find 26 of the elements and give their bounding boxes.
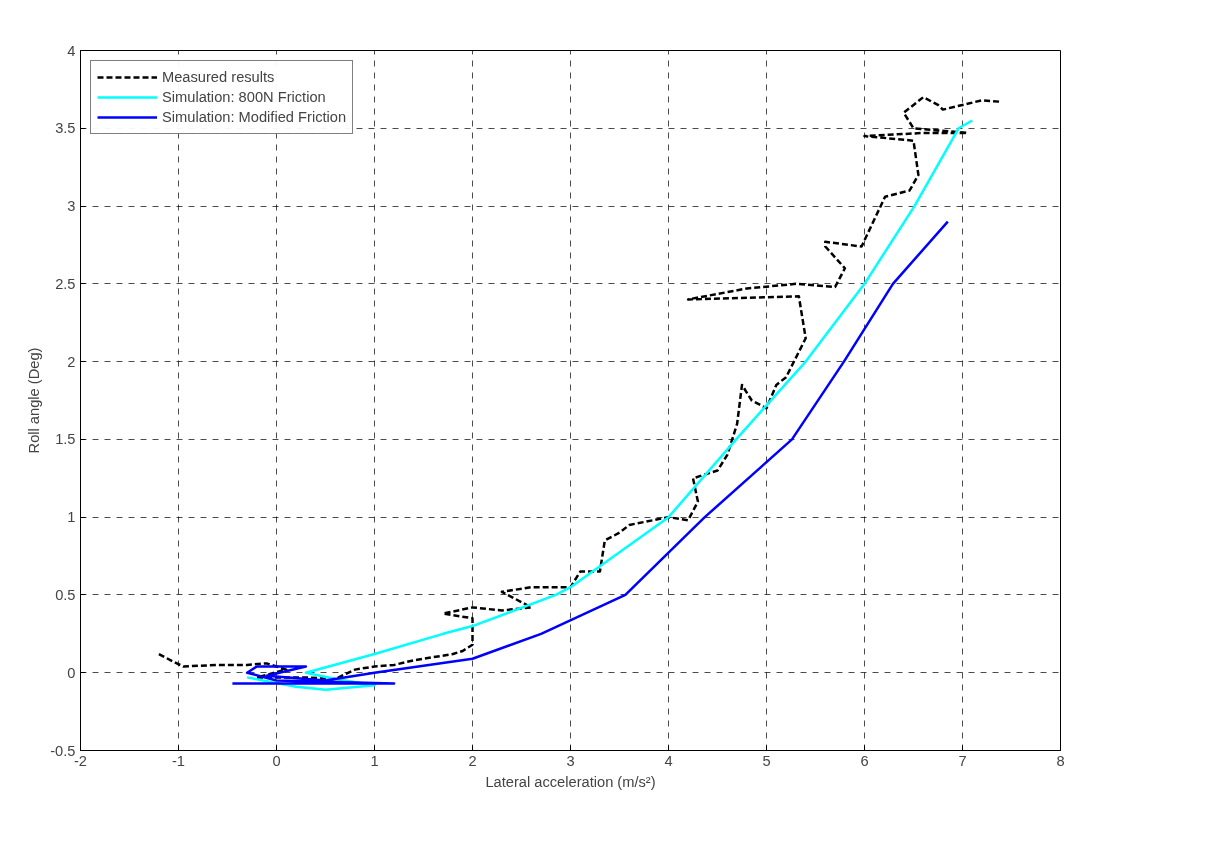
y-axis-title: Roll angle (Deg) xyxy=(26,347,43,454)
x-tick-label: 5 xyxy=(762,752,771,769)
x-tick-label: 7 xyxy=(958,752,967,769)
y-tick-label: -0.5 xyxy=(50,742,76,759)
x-tick-label: 8 xyxy=(1056,752,1065,769)
x-tick-label: 2 xyxy=(468,752,477,769)
y-tick-label: 3 xyxy=(67,198,76,215)
y-tick-label: 2 xyxy=(67,353,76,370)
y-tick-label: 0 xyxy=(67,664,76,681)
y-tick-label: 0.5 xyxy=(55,586,76,603)
y-tick-label: 3.5 xyxy=(55,120,76,137)
legend-label: Simulation: Modified Friction xyxy=(162,109,347,125)
x-tick-label: 0 xyxy=(272,752,281,769)
x-tick-label: 4 xyxy=(664,752,673,769)
x-tick-label: 1 xyxy=(370,752,379,769)
y-tick-label: 1 xyxy=(67,509,76,526)
line-series xyxy=(231,220,950,685)
x-tick-label: 3 xyxy=(566,752,575,769)
y-tick-label: 4 xyxy=(67,42,76,59)
x-tick-label: 6 xyxy=(860,752,869,769)
legend-label: Measured results xyxy=(162,69,275,85)
y-tick-label: 1.5 xyxy=(55,431,76,448)
x-tick-label: -1 xyxy=(171,752,186,769)
legend-label: Simulation: 800N Friction xyxy=(162,89,326,105)
x-axis-title: Lateral acceleration (m/s²) xyxy=(485,773,656,790)
y-tick-label: 2.5 xyxy=(55,275,76,292)
